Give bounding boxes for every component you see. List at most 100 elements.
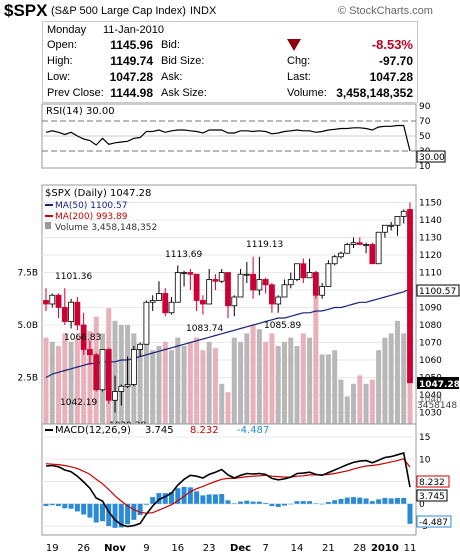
candle-body	[312, 272, 319, 296]
security-name: (S&P 500 Large Cap Index)	[51, 5, 186, 17]
macd-tag-box	[416, 489, 448, 502]
macd-hist-bar	[131, 503, 137, 520]
candle-body	[118, 385, 125, 392]
macd-hist-bar	[231, 503, 237, 504]
date-tick-label: 28	[353, 543, 366, 554]
macd-hist-bar	[87, 503, 93, 518]
credit[interactable]: © StockCharts.com	[338, 5, 433, 17]
last-value: 1047.28	[369, 70, 413, 84]
macd-hist-bar	[300, 501, 306, 504]
candle-body	[225, 272, 231, 307]
volume-bar	[294, 346, 300, 430]
volume-bar	[81, 329, 87, 430]
macd-panel: 151050-5 MACD(12,26,9) 3.745 8.232 -4.48…	[41, 423, 452, 536]
candle-body	[319, 286, 326, 296]
macd-hist-bar	[357, 497, 363, 504]
price-tick-label: 1090	[419, 304, 442, 314]
candle-body	[381, 224, 388, 233]
macd-hist-bar	[156, 493, 162, 504]
candle-body	[206, 279, 213, 305]
candle-body	[99, 349, 106, 391]
volume-bar	[275, 346, 281, 430]
macd-hist-bar	[99, 503, 105, 522]
price-tick-label: 1120	[419, 251, 442, 261]
macd-hist-bar	[162, 493, 168, 504]
volume-bar	[169, 350, 175, 430]
candle-body	[350, 242, 357, 245]
macd-hist-bar	[194, 491, 200, 504]
macd-hist-bar	[407, 503, 413, 524]
volume-bar	[112, 320, 118, 430]
candle-body	[181, 272, 187, 274]
price-tick-label: 1150	[419, 199, 442, 209]
price-annotation: 1101.36	[55, 272, 92, 282]
macd-histogram	[43, 486, 413, 528]
candle-body	[407, 209, 413, 384]
volume-bar	[137, 346, 143, 430]
legend-ma50: MA(50) 1100.57	[55, 201, 127, 211]
ma50-tag-box	[416, 284, 460, 297]
macd-hist-bar	[401, 498, 407, 504]
macd-hist-bar	[269, 503, 275, 507]
quote-date: 11-Jan-2010	[103, 24, 164, 36]
candle-body	[149, 300, 156, 303]
hist-tag: -4.487	[419, 518, 448, 528]
macd-tick-label: 10	[419, 455, 431, 465]
macd-hist-bar	[250, 501, 256, 504]
volume-bar	[118, 325, 124, 430]
candle-body	[243, 273, 250, 276]
date-axis-bottom: 19 26 Nov 9 16 23 Dec 7 14 21 28 2010 11	[46, 543, 416, 554]
macd-hist-bar	[294, 501, 300, 504]
volume-bar	[87, 331, 93, 430]
volume-bar	[344, 396, 350, 430]
open-label: Open:	[47, 39, 77, 51]
candle-body	[237, 273, 244, 298]
volume-bar	[187, 341, 193, 430]
volume-bar	[263, 341, 269, 430]
down-arrow-icon	[287, 39, 301, 51]
macd-hist-bar	[288, 503, 294, 505]
candle-body	[212, 279, 219, 282]
candle-body	[143, 301, 150, 345]
macd-hist-bar	[219, 494, 225, 504]
ma50-tag: 1100.57	[419, 287, 456, 297]
macd-hist-bar	[238, 501, 244, 504]
volume-bar	[307, 337, 313, 430]
volume-bar	[319, 354, 325, 430]
price-tags: 1100.57 1040 3458148 1047.28	[416, 284, 460, 411]
volume-bar	[49, 341, 55, 430]
macd-hist-bar	[351, 497, 357, 504]
price-tick-label: 1060	[419, 356, 442, 366]
date-tick-label: 21	[322, 543, 335, 554]
candle-body	[105, 349, 112, 401]
symbol: $SPX	[4, 1, 48, 20]
last-price-tag: 1047.28	[419, 380, 460, 390]
price-tick-label: 1070	[419, 339, 442, 349]
volume-bar	[238, 341, 244, 430]
rsi-tick-label: 50	[419, 132, 431, 142]
candle-body	[124, 384, 131, 387]
volume-bar	[156, 346, 162, 430]
volume-value: 3,458,148,352	[336, 86, 413, 100]
date-tick-label: 7	[262, 543, 268, 554]
candle-body	[61, 307, 68, 322]
volume-bar	[200, 350, 206, 430]
last-price-tag-box	[417, 377, 459, 389]
candle-body	[199, 300, 206, 305]
volume-bar	[338, 379, 344, 430]
candle-body	[43, 300, 49, 305]
candle-body	[338, 252, 344, 258]
candle-body	[55, 294, 62, 308]
prev-close-value: 1144.98	[110, 86, 153, 100]
macd-hist-bar	[332, 500, 338, 504]
date-tick-label: 19	[46, 543, 59, 554]
ask-size-label: Ask Size:	[161, 87, 207, 99]
candle-body	[112, 391, 118, 401]
candle-body	[218, 272, 225, 282]
volume-bar	[244, 333, 250, 430]
macd-hist-bar	[388, 498, 394, 504]
candle-body	[369, 244, 376, 265]
macd-hist-bar	[118, 503, 124, 528]
date-tick-label: 16	[171, 543, 184, 554]
prev-close-label: Prev Close:	[47, 87, 104, 99]
